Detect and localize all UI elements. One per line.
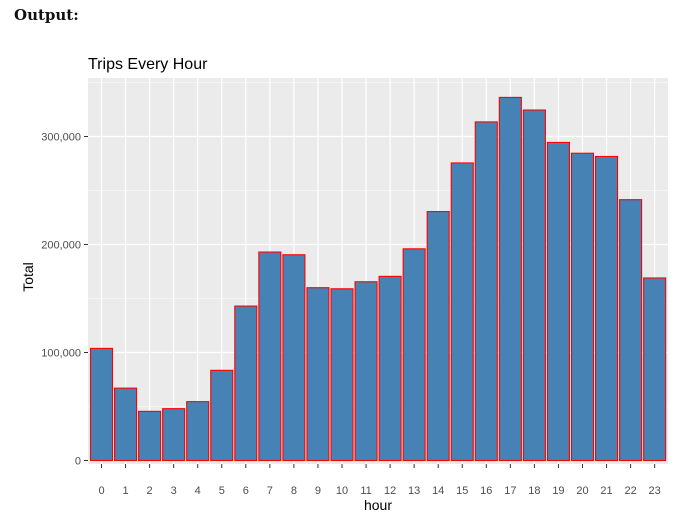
- x-tick-label: 21: [600, 485, 612, 497]
- x-tick-label: 20: [576, 485, 588, 497]
- x-axis: 0 1 2 3 4 5 6 7 8 9 10 11 12 13 14 15 16 17 18 19 20 21 22 23: [98, 464, 661, 497]
- bar-hour-18: [522, 109, 546, 462]
- x-tick-label: 0: [98, 485, 104, 497]
- bar-hour-14: [426, 211, 450, 462]
- y-tick-label: 0: [75, 456, 81, 468]
- y-axis-title: Total: [20, 262, 36, 292]
- bar-hour-9: [306, 287, 330, 462]
- x-tick-label: 13: [408, 485, 420, 497]
- x-tick-label: 9: [315, 485, 321, 497]
- x-tick-label: 14: [432, 485, 444, 497]
- y-tick-label: 300,000: [41, 132, 81, 144]
- bar-hour-13: [402, 248, 426, 462]
- bar-hour-6: [234, 305, 258, 462]
- bar-hour-23: [643, 277, 667, 462]
- x-tick-label: 15: [456, 485, 468, 497]
- y-tick-label: 100,000: [41, 348, 81, 360]
- x-tick-label: 7: [267, 485, 273, 497]
- x-tick-label: 5: [219, 485, 225, 497]
- y-tick-label: 200,000: [41, 240, 81, 252]
- bars: [89, 96, 667, 462]
- bar-hour-10: [330, 288, 354, 462]
- x-tick-label: 23: [649, 485, 661, 497]
- x-tick-label: 10: [336, 485, 348, 497]
- bar-hour-4: [186, 401, 210, 462]
- x-tick-label: 4: [195, 485, 201, 497]
- bar-hour-21: [594, 155, 619, 462]
- chart-title: Trips Every Hour: [88, 56, 208, 73]
- bar-hour-15: [450, 162, 474, 462]
- x-tick-label: 16: [480, 485, 492, 497]
- bar-hour-20: [570, 152, 595, 462]
- bar-hour-0: [89, 347, 114, 462]
- bar-hour-22: [619, 199, 643, 462]
- bar-hour-2: [138, 410, 162, 462]
- x-tick-label: 2: [147, 485, 153, 497]
- x-tick-label: 12: [384, 485, 396, 497]
- x-tick-label: 19: [552, 485, 564, 497]
- bar-hour-8: [282, 254, 306, 462]
- x-tick-label: 17: [504, 485, 516, 497]
- x-tick-label: 1: [122, 485, 128, 497]
- bar-hour-19: [546, 141, 571, 462]
- output-label: Output:: [14, 6, 79, 24]
- x-tick-label: 8: [291, 485, 297, 497]
- x-tick-label: 11: [360, 485, 371, 497]
- bar-hour-16: [474, 121, 498, 462]
- bar-hour-3: [162, 408, 186, 462]
- bar-hour-12: [378, 275, 402, 462]
- x-axis-title: hour: [364, 497, 392, 513]
- x-tick-label: 18: [528, 485, 540, 497]
- x-tick-label: 22: [624, 485, 636, 497]
- bar-hour-17: [498, 96, 522, 462]
- x-tick-label: 6: [243, 485, 249, 497]
- bar-hour-7: [258, 251, 282, 462]
- y-axis: 0 100,000 200,000 300,000: [41, 132, 88, 468]
- bar-hour-1: [114, 387, 138, 462]
- bar-hour-11: [354, 281, 378, 462]
- bar-hour-5: [210, 369, 234, 462]
- x-tick-label: 3: [171, 485, 177, 497]
